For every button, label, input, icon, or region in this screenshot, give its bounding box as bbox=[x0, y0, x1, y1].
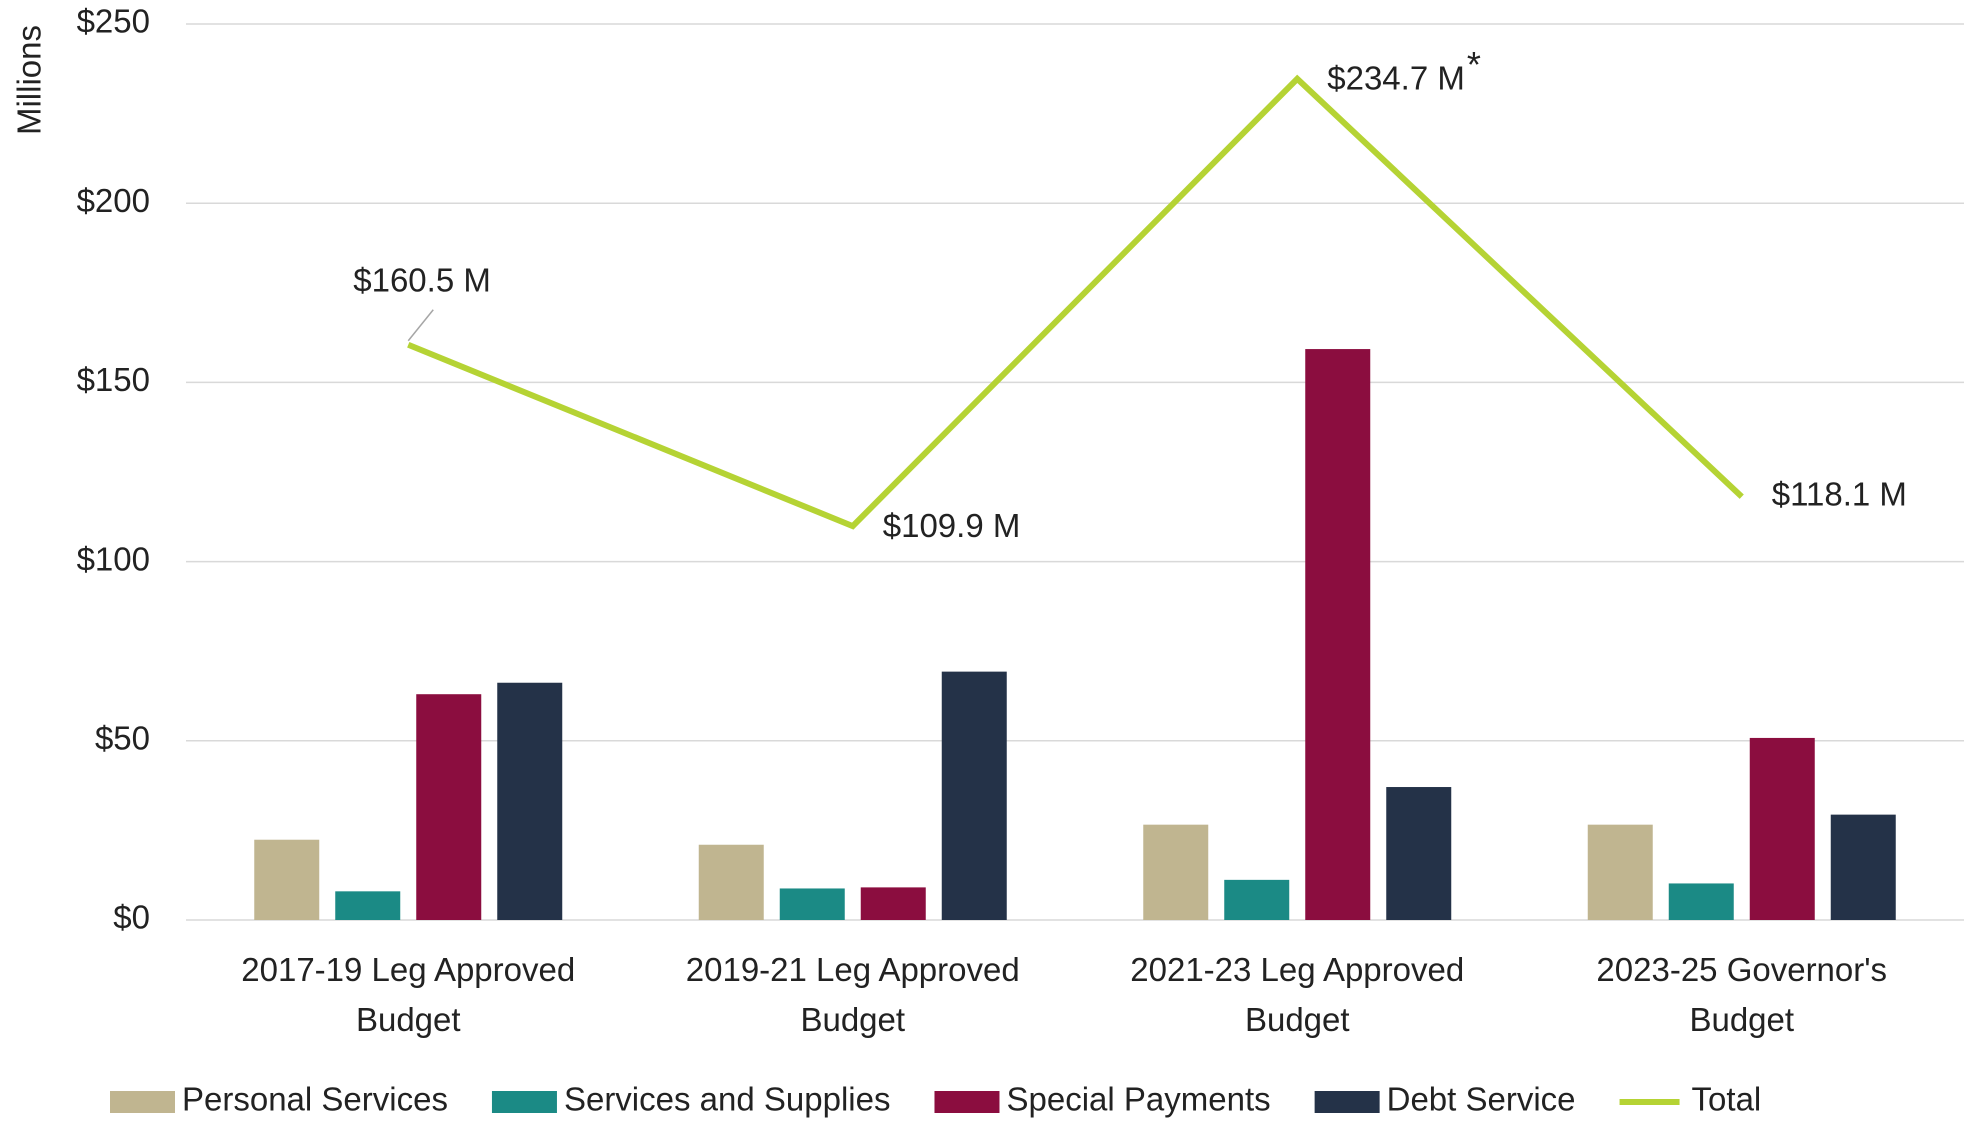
y-axis-label: Millions bbox=[11, 25, 48, 135]
bar bbox=[497, 682, 563, 920]
total-line bbox=[407, 74, 1744, 530]
bar bbox=[335, 891, 401, 920]
x-tick-label: 2017-19 Leg Approved Budget bbox=[241, 951, 576, 1038]
bar bbox=[941, 671, 1007, 920]
legend-swatch bbox=[110, 1091, 175, 1113]
x-tick-label-box: 2023-25 Governor's Budget bbox=[1596, 951, 1888, 1038]
annotation: * bbox=[1467, 44, 1481, 85]
legend-label: Total bbox=[1692, 1081, 1762, 1118]
legend-label: Personal Services bbox=[182, 1081, 448, 1118]
bar bbox=[1587, 824, 1653, 920]
y-tick-label: $200 bbox=[77, 182, 150, 219]
x-tick-label-box: 2019-21 Leg Approved Budget bbox=[685, 951, 1020, 1038]
leader-line bbox=[407, 309, 434, 342]
x-tick-label: 2019-21 Leg Approved Budget bbox=[685, 951, 1020, 1038]
bar bbox=[698, 844, 764, 920]
y-tick-label: $250 bbox=[77, 3, 150, 40]
data-label: $234.7 M bbox=[1327, 60, 1465, 97]
data-label: $160.5 M bbox=[353, 261, 491, 298]
bar bbox=[1143, 824, 1209, 920]
bar bbox=[1305, 349, 1371, 920]
x-tick-label-box: 2021-23 Leg Approved Budget bbox=[1130, 951, 1465, 1038]
legend-label: Debt Service bbox=[1387, 1081, 1576, 1118]
legend-swatch bbox=[1314, 1091, 1380, 1113]
y-tick-label: $150 bbox=[77, 361, 150, 398]
legend-swatch bbox=[491, 1091, 557, 1113]
legend-label: Special Payments bbox=[1006, 1081, 1270, 1118]
bar bbox=[254, 839, 320, 920]
bar bbox=[1386, 787, 1452, 920]
bar bbox=[416, 694, 482, 920]
y-tick-label: $0 bbox=[113, 899, 150, 936]
x-tick-label-box: 2017-19 Leg Approved Budget bbox=[241, 951, 576, 1038]
x-tick-label: 2021-23 Leg Approved Budget bbox=[1130, 951, 1465, 1038]
bar bbox=[1830, 814, 1896, 920]
data-label: $118.1 M bbox=[1772, 475, 1907, 512]
bar bbox=[779, 888, 845, 920]
legend-label: Services and Supplies bbox=[564, 1081, 891, 1118]
data-label: $109.9 M bbox=[883, 507, 1021, 544]
bar bbox=[1668, 883, 1734, 920]
y-tick-label: $50 bbox=[95, 720, 150, 757]
x-tick-label: 2023-25 Governor's Budget bbox=[1596, 951, 1888, 1038]
bar bbox=[1749, 737, 1815, 920]
bar bbox=[1224, 879, 1290, 920]
bar bbox=[860, 887, 926, 920]
y-tick-label: $100 bbox=[77, 540, 150, 577]
legend-swatch bbox=[934, 1091, 1000, 1113]
